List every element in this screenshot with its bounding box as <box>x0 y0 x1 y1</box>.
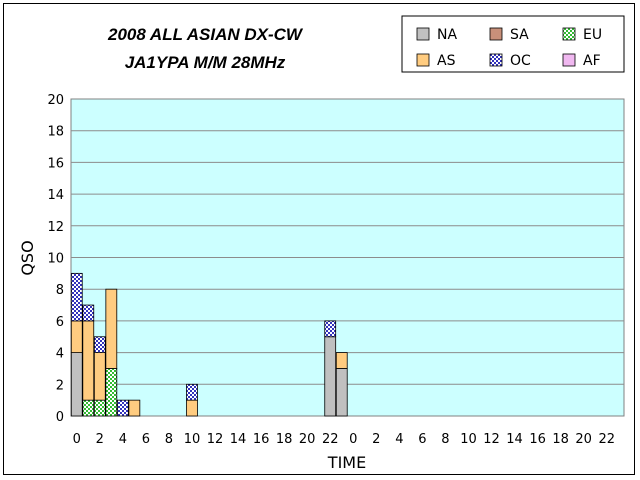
legend-label-af: AF <box>583 53 601 69</box>
legend-label-na: NA <box>437 27 457 43</box>
x-tick-label: 4 <box>119 432 127 447</box>
y-tick-label: 18 <box>47 125 64 140</box>
x-tick-label: 8 <box>441 432 449 447</box>
bar-segment-eu <box>82 399 95 417</box>
x-tick-label: 18 <box>276 432 293 447</box>
bar-segment-as <box>128 399 141 417</box>
x-tick-label: 16 <box>529 432 546 447</box>
bar-segment-oc <box>324 320 337 338</box>
x-tick-label: 6 <box>418 432 426 447</box>
bar-segment-oc <box>93 336 106 354</box>
bar-segment-oc <box>82 304 95 322</box>
y-tick-label: 4 <box>56 347 64 362</box>
chart-frame: 2008 ALL ASIAN DX-CW JA1YPA M/M 28MHz NA… <box>3 3 635 475</box>
x-tick-label: 14 <box>506 432 523 447</box>
x-tick-label: 0 <box>73 432 81 447</box>
legend-box <box>401 15 625 73</box>
bar-segment-oc <box>186 383 198 401</box>
x-tick-label: 20 <box>575 432 592 447</box>
x-tick-label: 16 <box>253 432 270 447</box>
bar-segment-as <box>105 288 118 369</box>
bar-segment-na <box>335 368 348 417</box>
y-axis-label: QSO <box>18 240 37 275</box>
y-tick-label: 20 <box>47 93 64 108</box>
bar-segment-as <box>70 320 83 353</box>
bar-segment-oc <box>116 399 129 417</box>
y-tick-label: 0 <box>56 410 64 425</box>
y-axis-ticks: 0 2 4 6 8 10 12 14 16 18 20 <box>47 93 64 425</box>
x-tick-label: 8 <box>165 432 173 447</box>
x-tick-label: 12 <box>207 432 224 447</box>
x-tick-label: 10 <box>184 432 201 447</box>
bar-segment-as <box>82 320 95 401</box>
legend-swatch-as <box>416 53 430 67</box>
x-tick-label: 6 <box>142 432 150 447</box>
y-tick-label: 8 <box>56 283 64 298</box>
x-tick-label: 22 <box>322 432 339 447</box>
legend-label-eu: EU <box>583 27 602 43</box>
y-tick-label: 16 <box>47 156 64 171</box>
bar-segment-na <box>324 336 337 417</box>
legend-label-oc: OC <box>510 53 531 69</box>
bar-segment-oc <box>70 272 83 322</box>
x-tick-label: 20 <box>299 432 316 447</box>
x-tick-label: 4 <box>395 432 403 447</box>
bars <box>70 272 348 417</box>
legend-swatch-af <box>562 53 576 67</box>
chart: 2008 ALL ASIAN DX-CW JA1YPA M/M 28MHz NA… <box>18 15 625 472</box>
legend-label-as: AS <box>437 53 456 69</box>
bar-segment-eu <box>105 368 118 417</box>
x-tick-label: 2 <box>372 432 380 447</box>
x-tick-label: 12 <box>483 432 500 447</box>
x-tick-label: 2 <box>96 432 104 447</box>
y-tick-label: 14 <box>47 188 64 203</box>
x-tick-label: 14 <box>230 432 247 447</box>
x-axis-label: TIME <box>327 453 366 472</box>
x-tick-label: 18 <box>552 432 569 447</box>
bar-segment-na <box>70 352 83 417</box>
legend-swatch-eu <box>562 27 576 41</box>
y-tick-label: 10 <box>47 252 64 267</box>
y-tick-label: 2 <box>56 378 64 393</box>
bar-segment-as <box>93 352 106 401</box>
legend-swatch-na <box>416 27 430 41</box>
chart-title-line-2: JA1YPA M/M 28MHz <box>125 53 286 72</box>
bar-segment-eu <box>93 399 106 417</box>
bar-segment-as <box>335 352 348 369</box>
chart-title-line-1: 2008 ALL ASIAN DX-CW <box>107 25 304 44</box>
x-axis-ticks: 0 2 4 6 8 10 12 14 16 18 20 22 0 2 4 6 8 10 12 14 16 18 20 22 <box>73 432 615 447</box>
legend: NA SA EU AS OC AF <box>401 15 625 73</box>
legend-label-sa: SA <box>510 27 529 43</box>
x-tick-label: 22 <box>598 432 615 447</box>
y-tick-label: 12 <box>47 220 64 235</box>
legend-swatch-sa <box>489 27 503 41</box>
x-tick-label: 0 <box>349 432 357 447</box>
y-tick-label: 6 <box>56 315 64 330</box>
x-tick-label: 10 <box>460 432 477 447</box>
bar-segment-as <box>186 399 198 417</box>
legend-swatch-oc <box>489 53 503 67</box>
